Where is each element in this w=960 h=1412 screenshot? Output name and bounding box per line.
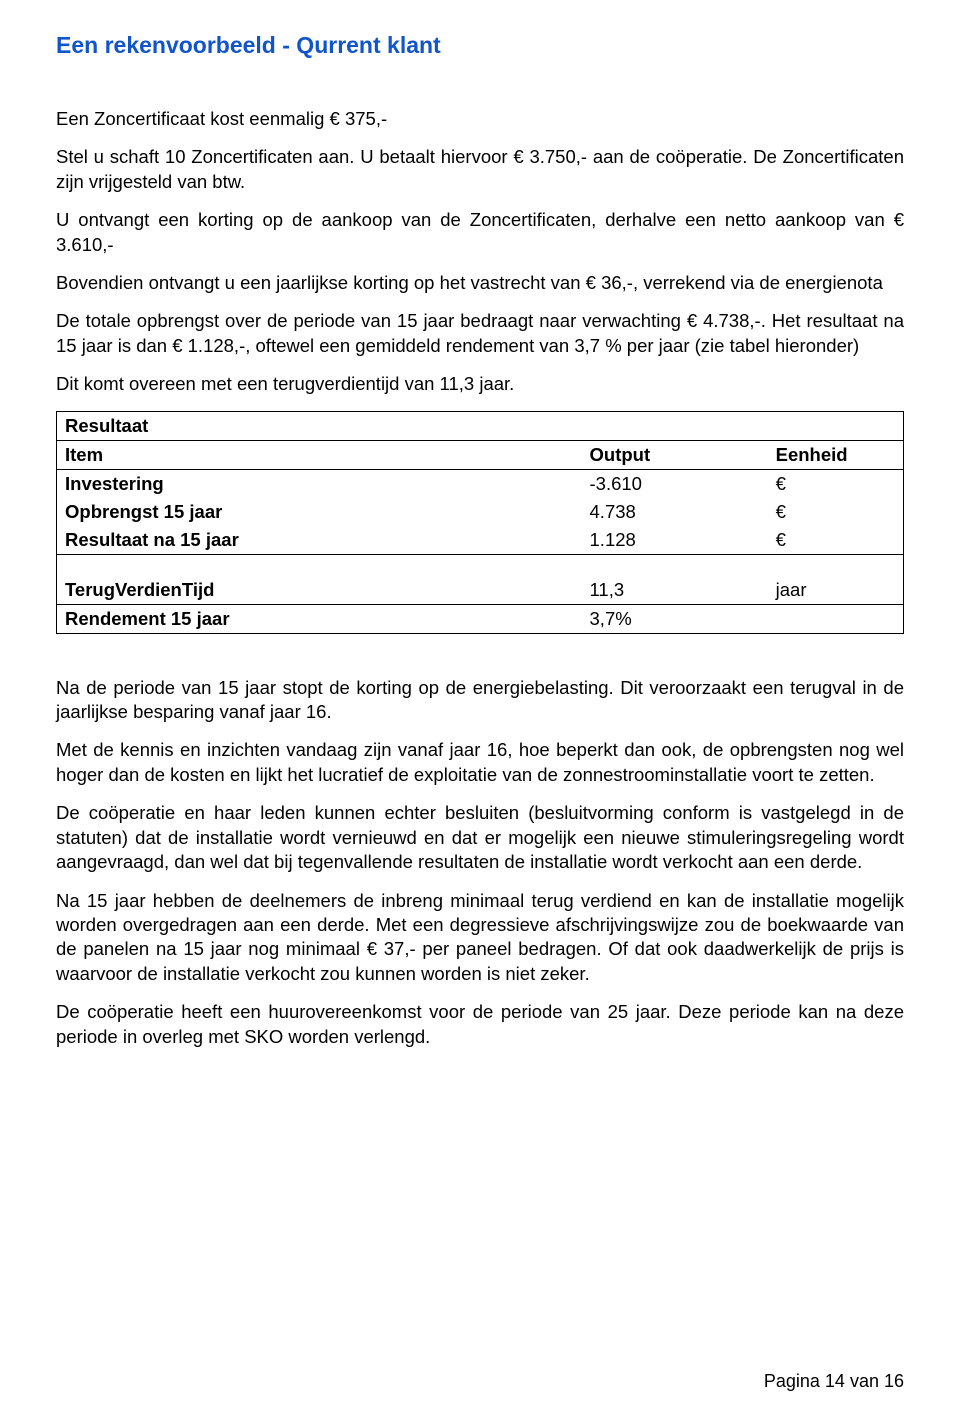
paragraph-3: U ontvangt een korting op de aankoop van… (56, 208, 904, 257)
table-row: Rendement 15 jaar 3,7% (57, 604, 903, 633)
cell-output: 1.128 (582, 526, 768, 554)
paragraph-1: Een Zoncertificaat kost eenmalig € 375,- (56, 107, 904, 131)
paragraph-8: Met de kennis en inzichten vandaag zijn … (56, 738, 904, 787)
cell-item: Resultaat na 15 jaar (57, 526, 582, 554)
table-row: Resultaat na 15 jaar 1.128 € (57, 526, 903, 554)
table-spacer (57, 554, 903, 576)
cell-unit: € (768, 498, 903, 526)
paragraph-4: Bovendien ontvangt u een jaarlijkse kort… (56, 271, 904, 295)
page-footer: Pagina 14 van 16 (764, 1371, 904, 1392)
cell-output: -3.610 (582, 470, 768, 498)
cell-output: 11,3 (582, 576, 768, 604)
table-header-row: Item Output Eenheid (57, 440, 903, 469)
paragraph-2: Stel u schaft 10 Zoncertificaten aan. U … (56, 145, 904, 194)
table-row: Investering -3.610 € (57, 469, 903, 498)
table-header-output: Output (582, 441, 768, 469)
table-row: TerugVerdienTijd 11,3 jaar (57, 576, 903, 604)
paragraph-11: De coöperatie heeft een huurovereenkomst… (56, 1000, 904, 1049)
cell-item: Rendement 15 jaar (57, 605, 582, 633)
cell-output: 3,7% (582, 605, 768, 633)
cell-unit (768, 605, 903, 633)
table-caption: Resultaat (57, 412, 582, 440)
page-title: Een rekenvoorbeeld - Qurrent klant (56, 32, 904, 59)
cell-item: Investering (57, 470, 582, 498)
paragraph-9: De coöperatie en haar leden kunnen echte… (56, 801, 904, 874)
table-header-unit: Eenheid (768, 441, 903, 469)
table-row: Opbrengst 15 jaar 4.738 € (57, 498, 903, 526)
cell-unit: € (768, 526, 903, 554)
cell-output: 4.738 (582, 498, 768, 526)
paragraph-7: Na de periode van 15 jaar stopt de korti… (56, 676, 904, 725)
paragraph-5: De totale opbrengst over de periode van … (56, 309, 904, 358)
cell-unit: jaar (768, 576, 903, 604)
paragraph-6: Dit komt overeen met een terugverdientij… (56, 372, 904, 396)
cell-unit: € (768, 470, 903, 498)
title-text: Een rekenvoorbeeld - Qurrent klant (56, 32, 441, 58)
document-page: Een rekenvoorbeeld - Qurrent klant Een Z… (0, 0, 960, 1412)
result-table: Resultaat Item Output Eenheid Investerin… (56, 411, 904, 634)
paragraph-10: Na 15 jaar hebben de deelnemers de inbre… (56, 889, 904, 987)
cell-item: Opbrengst 15 jaar (57, 498, 582, 526)
table-header-item: Item (57, 441, 582, 469)
table-caption-row: Resultaat (57, 412, 903, 440)
cell-item: TerugVerdienTijd (57, 576, 582, 604)
